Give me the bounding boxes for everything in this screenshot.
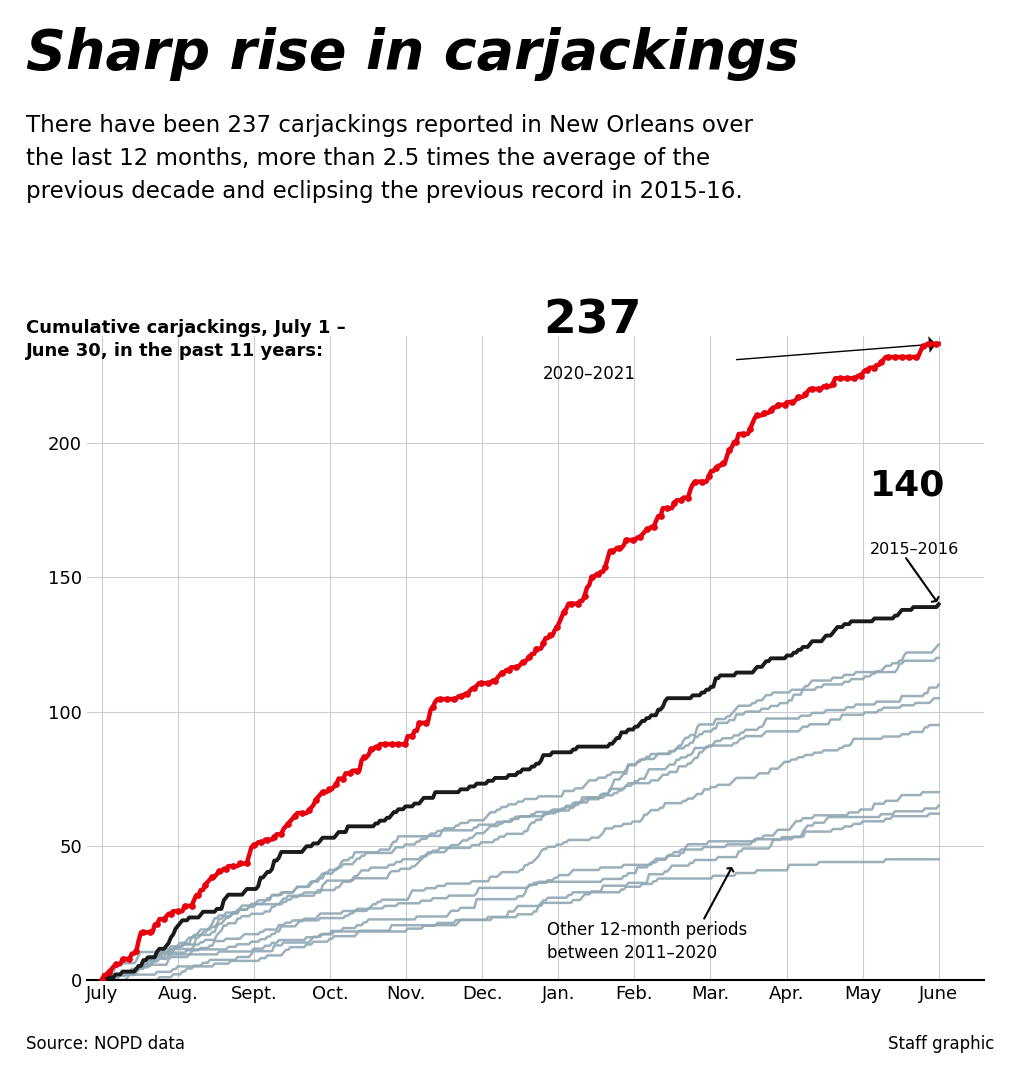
Text: Source: NOPD data: Source: NOPD data (25, 1034, 184, 1053)
Text: Sharp rise in carjackings: Sharp rise in carjackings (25, 27, 798, 81)
Text: 2015–2016: 2015–2016 (869, 543, 959, 558)
Text: Staff graphic: Staff graphic (888, 1034, 994, 1053)
Text: Other 12-month periods
between 2011–2020: Other 12-month periods between 2011–2020 (546, 921, 747, 962)
Text: 140: 140 (869, 468, 945, 503)
Text: There have been 237 carjackings reported in New Orleans over
the last 12 months,: There have been 237 carjackings reported… (25, 114, 752, 203)
Text: Cumulative carjackings, July 1 –
June 30, in the past 11 years:: Cumulative carjackings, July 1 – June 30… (25, 319, 344, 361)
Text: 237: 237 (542, 299, 641, 343)
Text: 2020–2021: 2020–2021 (542, 365, 636, 383)
